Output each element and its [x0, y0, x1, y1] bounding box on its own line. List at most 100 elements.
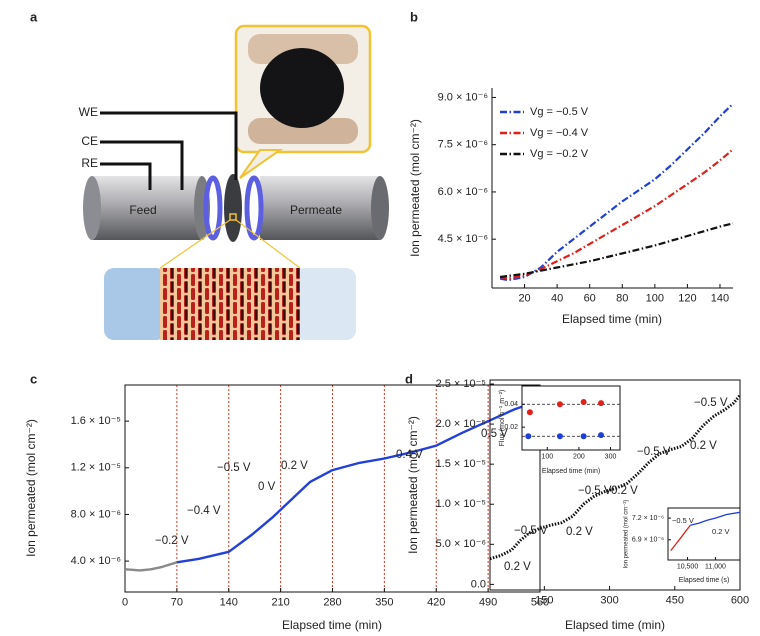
- membrane-structure: [160, 268, 300, 340]
- x-axis-label: Elapsed time (min): [282, 618, 382, 632]
- panel-label: d: [405, 371, 413, 386]
- x-tick-label: 140: [711, 292, 729, 304]
- data-point: [526, 409, 533, 416]
- data-line: [690, 511, 741, 526]
- y-tick-label: 6.9 × 10⁻⁶: [632, 537, 664, 544]
- zoom-line: [235, 219, 301, 269]
- y-axis-label: Ion permeated (mol cm⁻²): [24, 419, 38, 557]
- axes-frame: [521, 385, 621, 451]
- legend-label: Vg = −0.2 V: [530, 148, 589, 160]
- annotation: 0.2 V: [611, 485, 638, 497]
- annotation: 0.2 V: [712, 527, 730, 536]
- x-tick-label: 60: [584, 292, 596, 304]
- re-wire: [100, 162, 152, 190]
- x-tick-label: 0: [122, 596, 128, 608]
- annotation: −0.5 V: [217, 462, 251, 474]
- annotation: 0 V: [258, 481, 276, 493]
- data-line: [124, 561, 178, 572]
- data-line: [499, 222, 734, 279]
- annotation: 0.2 V: [281, 460, 308, 472]
- x-axis-label: Elapsed time (min): [562, 312, 662, 326]
- x-tick-label: 450: [666, 594, 684, 606]
- annotation: −0.5 V: [694, 397, 728, 409]
- x-tick-label: 490: [479, 596, 497, 608]
- membrane: [224, 174, 242, 242]
- y-axis-label: Ion permeated (mol cm⁻²): [624, 500, 630, 569]
- x-tick-label: 560: [531, 596, 549, 608]
- panel-label: b: [410, 9, 418, 24]
- y-tick-label: 0.02: [504, 424, 518, 431]
- x-axis-label: Elapsed time (min): [542, 468, 600, 475]
- annotation: −0.5 V: [637, 446, 671, 458]
- x-tick-label: 80: [616, 292, 628, 304]
- annotation: −0.5 V: [578, 485, 612, 497]
- finger-bottom: [248, 118, 358, 144]
- panel-label: a: [30, 9, 38, 24]
- annotation: 0.4 V: [396, 449, 423, 461]
- y-tick-label: 2.5 × 10⁻⁵: [436, 378, 486, 390]
- inset-background: [522, 386, 620, 450]
- data-point: [580, 399, 587, 405]
- y-tick-label: 5.0 × 10⁻⁶: [436, 538, 486, 550]
- annotation: −0.2 V: [155, 535, 189, 547]
- permeate-cylinder: [260, 176, 380, 240]
- data-point: [598, 432, 605, 439]
- callout-pointer: [239, 149, 284, 179]
- axes-frame: [667, 507, 741, 561]
- data-line: [176, 399, 541, 564]
- annotation: 0.2 V: [566, 526, 593, 538]
- legend-label: Vg = −0.4 V: [530, 127, 589, 139]
- y-tick-label: 8.0 × 10⁻⁶: [71, 508, 121, 520]
- data-point: [556, 433, 563, 440]
- data-line: [670, 524, 691, 551]
- axes-frame: [489, 379, 741, 591]
- electrode-label: WE: [79, 105, 98, 119]
- y-tick-label: 6.0 × 10⁻⁶: [438, 186, 488, 198]
- data-line: [489, 394, 742, 561]
- annotation: −0.4 V: [187, 505, 221, 517]
- x-tick-label: 100: [646, 292, 664, 304]
- x-tick-label: 420: [427, 596, 445, 608]
- zoom-box: [229, 213, 237, 221]
- annotation: 0.5 V: [481, 428, 508, 440]
- o-ring: [244, 175, 264, 241]
- feed-side: [104, 268, 166, 340]
- data-point: [580, 433, 587, 440]
- feed-label: Feed: [129, 203, 156, 217]
- cylinder-end: [83, 176, 101, 240]
- y-tick-label: 0.04: [504, 401, 518, 408]
- o-ring: [203, 175, 223, 241]
- x-tick-label: 280: [323, 596, 341, 608]
- permeate-label: Permeate: [290, 203, 342, 217]
- cylinder-end: [371, 176, 389, 240]
- ce-wire: [100, 140, 184, 190]
- y-axis-label: Ion permeated (mol cm⁻²): [408, 119, 422, 257]
- y-tick-label: 4.5 × 10⁻⁶: [438, 233, 488, 245]
- annotation: −0.5 V: [514, 525, 548, 537]
- y-tick-label: 1.2 × 10⁻⁵: [71, 462, 121, 474]
- annotation: −0.5 V: [672, 516, 694, 525]
- legend-label: Vg = −0.5 V: [530, 106, 589, 118]
- y-tick-label: 7.5 × 10⁻⁶: [438, 139, 488, 151]
- y-tick-label: 2.0 × 10⁻⁵: [436, 418, 486, 430]
- electrode-label: RE: [81, 156, 98, 170]
- chart: b 20 40 60 80 100 120 140 4.5 × 10⁻⁶ 6.0 × 10⁻⁶ 7.…: [408, 9, 734, 326]
- panel-label: c: [30, 371, 37, 386]
- membrane-photo: [260, 48, 344, 128]
- data-point: [525, 433, 532, 440]
- zoom-line: [159, 219, 231, 269]
- electrode-label: CE: [81, 134, 98, 148]
- y-tick-label: 9.0 × 10⁻⁶: [438, 91, 488, 103]
- x-tick-label: 11,000: [705, 563, 726, 570]
- x-tick-label: 200: [573, 453, 585, 460]
- x-axis-label: Elapsed time (min): [565, 618, 665, 632]
- x-tick-label: 300: [605, 453, 617, 460]
- x-tick-label: 40: [551, 292, 563, 304]
- annotation: 0.2 V: [690, 440, 717, 452]
- x-tick-label: 10,500: [677, 563, 699, 570]
- y-tick-label: 0.0: [471, 578, 486, 590]
- y-axis-label: Ion permeated (mol cm⁻²): [406, 416, 420, 554]
- x-tick-label: 100: [541, 453, 553, 460]
- feed-cylinder: [92, 176, 202, 240]
